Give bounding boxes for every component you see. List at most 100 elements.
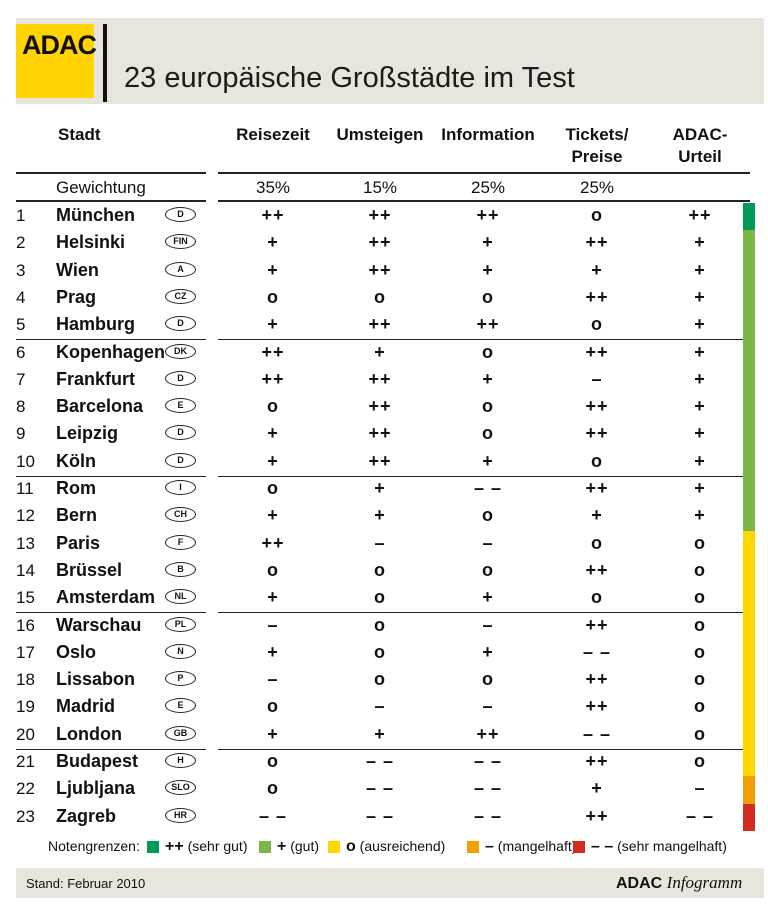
table-row: 20 London GB + + ++ – – o xyxy=(0,722,768,749)
legend-text: (sehr gut) xyxy=(187,838,248,854)
rating-information: – xyxy=(482,532,494,553)
rating-urteil: o xyxy=(694,723,706,744)
rating-reisezeit: + xyxy=(267,314,279,335)
weight-information: 25% xyxy=(470,178,506,197)
rating-umsteigen: + xyxy=(374,723,386,744)
legend-text: (ausreichend) xyxy=(359,838,446,854)
country-code-badge: CZ xyxy=(165,288,196,304)
table-row: 22 Ljubljana SLO o – – – – + – xyxy=(0,776,768,803)
footer-band xyxy=(16,868,764,898)
country-code-badge: PL xyxy=(165,616,196,632)
rating-information: o xyxy=(482,423,494,444)
rank-cell: 6 xyxy=(16,342,26,362)
rating-urteil: o xyxy=(694,696,706,717)
rank-cell: 13 xyxy=(16,533,35,553)
rating-tickets: ++ xyxy=(585,696,609,717)
rating-tickets: ++ xyxy=(585,396,609,417)
country-code-badge: D xyxy=(165,207,196,222)
legend-swatch xyxy=(467,841,479,853)
table-row: 7 Frankfurt D ++ ++ + – + xyxy=(0,367,768,394)
rating-umsteigen: ++ xyxy=(368,368,392,389)
rating-reisezeit: ++ xyxy=(261,205,285,225)
column-header-umsteigen: Umsteigen xyxy=(336,125,424,144)
table-row: 18 Lissabon P – o o ++ o xyxy=(0,667,768,694)
column-header-information: Information xyxy=(441,125,535,144)
rating-reisezeit: + xyxy=(267,450,279,471)
rank-cell: 18 xyxy=(16,670,35,690)
rating-umsteigen: o xyxy=(374,286,386,307)
rating-tickets: ++ xyxy=(585,478,609,498)
column-header-tickets-line1: Tickets/ xyxy=(565,125,629,144)
rating-tickets: ++ xyxy=(585,751,609,771)
brand-bold: ADAC xyxy=(616,875,663,892)
footer-stand: Stand: Februar 2010 xyxy=(26,876,146,891)
rating-information: + xyxy=(482,368,494,389)
group-separator xyxy=(16,339,206,340)
rating-urteil: + xyxy=(694,368,706,389)
weights-rule-left xyxy=(16,200,206,202)
rating-information: + xyxy=(482,450,494,471)
rating-information: o xyxy=(482,559,494,580)
city-cell: Warschau xyxy=(56,614,142,635)
country-code-badge: I xyxy=(165,480,196,495)
legend-item: ++ (sehr gut) xyxy=(165,838,248,856)
rating-urteil: ++ xyxy=(688,205,712,225)
country-code-badge: NL xyxy=(165,589,196,605)
legend-text: (gut) xyxy=(290,838,320,854)
rating-information: ++ xyxy=(476,314,500,335)
country-code-badge: P xyxy=(165,671,196,687)
rating-reisezeit: o xyxy=(267,696,279,717)
rating-urteil: o xyxy=(694,532,706,553)
city-cell: Ljubljana xyxy=(56,778,136,799)
rank-cell: 1 xyxy=(16,206,26,225)
legend-label: Notengrenzen: xyxy=(48,838,140,854)
city-cell: Brüssel xyxy=(56,559,123,580)
city-cell: Barcelona xyxy=(56,396,144,417)
rating-reisezeit: + xyxy=(267,423,279,444)
rating-reisezeit: ++ xyxy=(261,532,285,553)
rating-reisezeit: + xyxy=(267,505,279,526)
rating-reisezeit: ++ xyxy=(261,341,285,362)
legend-swatch xyxy=(259,841,271,853)
rating-umsteigen: – – xyxy=(365,778,395,799)
rank-cell: 3 xyxy=(16,260,26,280)
rating-urteil: o xyxy=(694,669,706,690)
rank-cell: 7 xyxy=(16,369,26,389)
rating-information: o xyxy=(482,286,494,307)
header-divider xyxy=(103,24,107,102)
rating-urteil: + xyxy=(694,478,706,498)
rating-information: o xyxy=(482,669,494,690)
country-code-badge: H xyxy=(165,753,196,768)
header-rule-left xyxy=(16,172,206,174)
rating-urteil: + xyxy=(694,341,706,362)
rating-umsteigen: + xyxy=(374,341,386,362)
group-separator xyxy=(218,339,743,340)
rating-umsteigen: o xyxy=(374,614,386,635)
table-row: 17 Oslo N + o + – – o xyxy=(0,640,768,667)
table-row: 3 Wien A + ++ + + + xyxy=(0,258,768,285)
rating-urteil: o xyxy=(694,641,706,662)
status-bar-sehr-mangelhaft xyxy=(743,803,755,831)
rank-cell: 4 xyxy=(16,287,26,307)
country-code-badge: D xyxy=(165,452,196,468)
rating-tickets: ++ xyxy=(585,232,609,253)
rating-tickets: o xyxy=(591,587,603,608)
rating-urteil: + xyxy=(694,314,706,335)
rating-tickets: – – xyxy=(582,641,612,662)
rating-tickets: – xyxy=(591,368,603,389)
rating-information: o xyxy=(482,396,494,417)
rank-cell: 20 xyxy=(16,724,35,744)
country-code-badge: SLO xyxy=(165,780,196,796)
rank-cell: 2 xyxy=(16,233,26,253)
country-code-badge: A xyxy=(165,261,196,277)
rank-cell: 12 xyxy=(16,506,35,526)
footer-brand: ADAC Infogramm xyxy=(616,873,742,893)
rating-umsteigen: ++ xyxy=(368,232,392,253)
group-separator xyxy=(16,612,206,613)
rating-reisezeit: o xyxy=(267,396,279,417)
status-bar-gut xyxy=(743,230,755,531)
legend-symbol: – xyxy=(485,838,494,855)
